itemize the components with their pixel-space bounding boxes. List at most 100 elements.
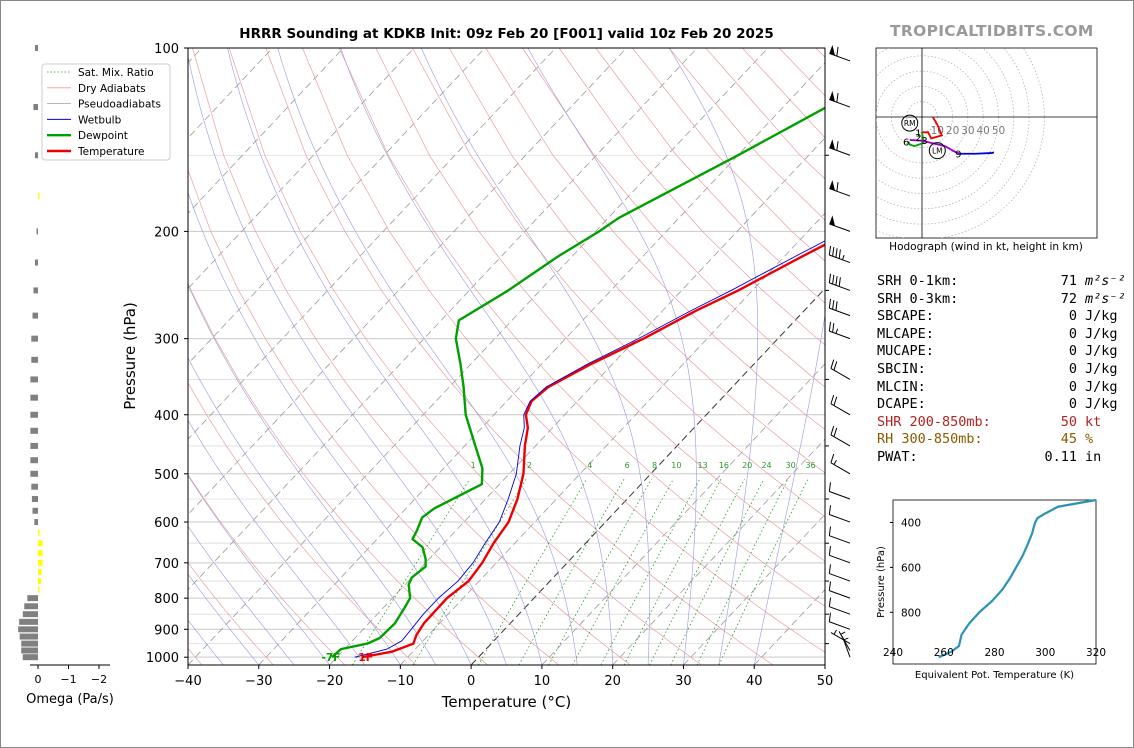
wind-barb xyxy=(830,359,851,380)
mixing-ratio-label: 36 xyxy=(805,461,815,470)
mixing-ratio-label: 2 xyxy=(527,461,532,470)
theta-e-panel: 400 600 800 240 260 280 300 320 Equivalent Pot. … xyxy=(876,498,1106,681)
param-unit: J/kg xyxy=(1085,360,1118,377)
param-unit: J/kg xyxy=(1085,378,1118,395)
param-unit: kt xyxy=(1085,413,1102,430)
theta-e-line xyxy=(938,498,1097,659)
param-unit: J/kg xyxy=(1085,343,1118,360)
omega-bar xyxy=(21,647,38,654)
theta-e-x-label: Equivalent Pot. Temperature (K) xyxy=(915,670,1074,681)
isotherm-line xyxy=(188,48,415,290)
barb-full xyxy=(828,526,832,536)
omega-bar xyxy=(22,654,38,661)
param-label: DCAPE: xyxy=(877,396,926,413)
barb-shaft xyxy=(829,573,851,582)
wind-barb xyxy=(829,44,851,62)
dry-adiabat-line xyxy=(302,48,825,653)
wind-barb xyxy=(830,394,851,416)
omega-bar xyxy=(32,507,38,514)
y-tick-label: 600 xyxy=(154,516,179,531)
barb-full xyxy=(828,298,832,309)
mixing-ratio-label: 8 xyxy=(652,461,657,470)
skewt-background-lines: 1 2 4 6 8 10 13 16 20 24 30 36 xyxy=(188,48,825,665)
omega-panel: 0 −1 −2 Omega (Pa/s) xyxy=(18,45,114,707)
omega-bar xyxy=(18,626,38,633)
hodograph-trace xyxy=(907,132,925,148)
param-value: 50 xyxy=(1060,413,1077,430)
param-unit: % xyxy=(1085,431,1094,448)
isotherm-line xyxy=(400,212,825,665)
param-label: SRH 0-1km: xyxy=(877,273,959,289)
hodograph-trace xyxy=(922,116,944,140)
param-value: 0 xyxy=(1068,308,1077,325)
omega-bar xyxy=(19,633,38,640)
x-tick-label: 40 xyxy=(746,674,763,689)
omega-bar xyxy=(22,611,38,618)
wind-barb xyxy=(828,298,851,317)
pseudoadiabat-line xyxy=(188,191,472,665)
param-row: SBCIN: 0 J/kg xyxy=(877,361,1126,379)
legend-label: Pseudoadiabats xyxy=(78,99,161,111)
pseudoadiabat-line xyxy=(227,48,543,665)
barb-full xyxy=(832,300,835,310)
param-value: 0 xyxy=(1068,325,1077,342)
barb-full xyxy=(835,301,838,311)
wind-barb xyxy=(828,526,851,544)
theta-e-box xyxy=(892,499,1097,665)
skewt-plot-border xyxy=(187,47,826,666)
hodograph-trace xyxy=(960,151,995,155)
storm-motion-marker xyxy=(901,114,919,132)
dry-adiabat-line xyxy=(188,282,488,665)
param-value: 0 xyxy=(1068,360,1077,377)
legend-label: Dry Adiabats xyxy=(78,83,146,95)
omega-bar xyxy=(34,519,38,526)
dry-adiabat-line xyxy=(192,48,631,665)
dry-adiabat-line xyxy=(188,169,560,665)
theta-e-x-tick-label: 300 xyxy=(1035,647,1055,659)
isotherm-line xyxy=(188,48,344,214)
barb-full xyxy=(836,46,839,57)
legend-label: Temperature xyxy=(77,146,145,158)
omega-tick-label: 0 xyxy=(35,673,42,686)
chart-title: HRRR Sounding at KDKB Init: 09z Feb 20 [… xyxy=(239,26,774,42)
barb-full xyxy=(828,505,832,515)
hodograph-caption: Hodograph (wind in kt, height in km) xyxy=(889,241,1083,253)
omega-bar xyxy=(30,427,38,434)
barb-full xyxy=(833,361,838,371)
param-label: SBCAPE: xyxy=(877,308,934,325)
param-row: MLCAPE: 0 J/kg xyxy=(877,326,1126,344)
barb-full xyxy=(828,564,832,574)
param-value: 0.11 xyxy=(1044,448,1077,465)
isotherm-line xyxy=(188,48,769,665)
omega-bar xyxy=(31,356,38,363)
barb-full xyxy=(838,249,841,259)
omega-bar xyxy=(33,104,38,111)
wind-barb xyxy=(830,453,851,475)
param-row: SBCAPE: 0 J/kg xyxy=(877,308,1126,326)
y-axis-label: Pressure (hPa) xyxy=(121,302,139,410)
pseudoadiabat-line xyxy=(188,573,260,665)
barb-flag xyxy=(829,180,835,191)
barb-full xyxy=(828,581,832,591)
barb-full xyxy=(828,546,832,556)
dry-adiabat-line xyxy=(228,48,702,665)
barb-shaft xyxy=(830,403,851,416)
pseudoadiabat-line xyxy=(188,474,330,665)
barb-half xyxy=(835,328,839,334)
pseudoadiabat-line xyxy=(421,48,650,665)
x-tick-label: 0 xyxy=(467,674,475,689)
param-row: MLCIN: 0 J/kg xyxy=(877,379,1126,397)
param-value: 72 xyxy=(1060,290,1077,307)
barb-full xyxy=(835,276,838,286)
mixing-ratio-label: 4 xyxy=(587,461,592,470)
mixing-ratio-label: 6 xyxy=(625,461,630,470)
wind-barb xyxy=(828,581,851,599)
hodograph-height-label: 1 xyxy=(915,128,921,139)
param-label: SHR 200-850mb: xyxy=(877,413,991,430)
pseudoadiabat-line xyxy=(527,48,697,665)
barb-shaft xyxy=(829,554,851,564)
barb-half xyxy=(842,254,845,260)
wind-barb xyxy=(828,321,851,340)
barb-full xyxy=(828,245,832,256)
x-tick-label: 50 xyxy=(817,674,834,689)
